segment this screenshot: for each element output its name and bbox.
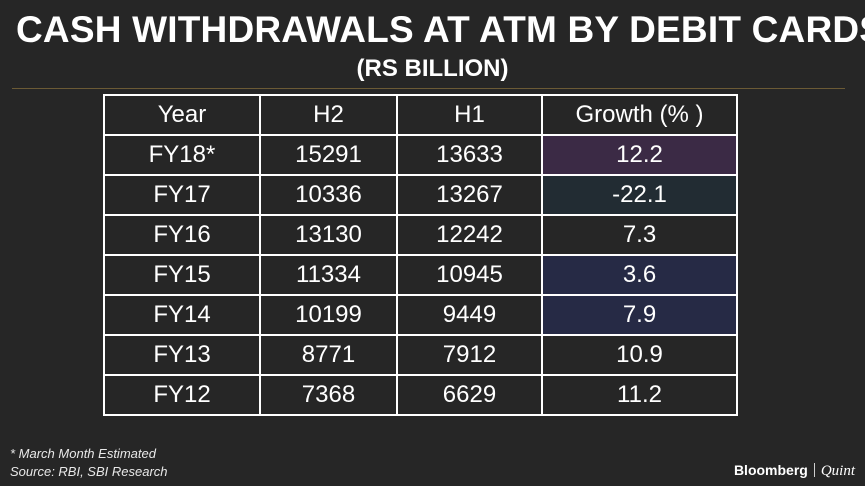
cell-growth: 11.2 — [541, 374, 738, 416]
table-header-row: Year H2 H1 Growth (% ) — [103, 94, 738, 136]
cell-h2: 10336 — [259, 174, 398, 216]
table-row: FY17 10336 13267 -22.1 — [103, 174, 738, 216]
cell-h2: 11334 — [259, 254, 398, 296]
cell-year: FY17 — [103, 174, 261, 216]
column-header-growth: Growth (% ) — [541, 94, 738, 136]
brand-logo: Bloomberg Quint — [734, 462, 855, 480]
cell-h1: 13633 — [396, 134, 543, 176]
cell-year: FY16 — [103, 214, 261, 256]
cell-growth: 3.6 — [541, 254, 738, 296]
table-row: FY16 13130 12242 7.3 — [103, 214, 738, 256]
cell-growth: 12.2 — [541, 134, 738, 176]
table-row: FY12 7368 6629 11.2 — [103, 374, 738, 416]
column-header-year: Year — [103, 94, 261, 136]
footnote-source: Source: RBI, SBI Research — [10, 464, 168, 479]
cell-growth: 10.9 — [541, 334, 738, 376]
cell-h2: 15291 — [259, 134, 398, 176]
title-divider — [12, 88, 845, 89]
cell-year: FY14 — [103, 294, 261, 336]
brand-separator — [813, 463, 815, 477]
cell-h1: 10945 — [396, 254, 543, 296]
footnote-estimate: * March Month Estimated — [10, 446, 156, 461]
column-header-h1: H1 — [396, 94, 543, 136]
cell-h2: 10199 — [259, 294, 398, 336]
brand-bloomberg: Bloomberg — [733, 462, 808, 478]
table-row: FY13 8771 7912 10.9 — [103, 334, 738, 376]
cell-h2: 8771 — [259, 334, 398, 376]
table-row: FY14 10199 9449 7.9 — [103, 294, 738, 336]
column-header-h2: H2 — [259, 94, 398, 136]
cell-h1: 6629 — [396, 374, 543, 416]
cell-growth: -22.1 — [541, 174, 738, 216]
cell-year: FY13 — [103, 334, 261, 376]
cell-h1: 13267 — [396, 174, 543, 216]
cell-h1: 7912 — [396, 334, 543, 376]
data-table: Year H2 H1 Growth (% ) FY18* 15291 13633 12.2 FY… — [103, 94, 738, 416]
brand-quint: Quint — [820, 463, 855, 479]
cell-year: FY18* — [103, 134, 261, 176]
table-row: FY15 11334 10945 3.6 — [103, 254, 738, 296]
cell-year: FY12 — [103, 374, 261, 416]
cell-h2: 7368 — [259, 374, 398, 416]
table-row: FY18* 15291 13633 12.2 — [103, 134, 738, 176]
chart-subtitle: (RS BILLION) — [356, 55, 509, 82]
cell-year: FY15 — [103, 254, 261, 296]
cell-h2: 13130 — [259, 214, 398, 256]
cell-h1: 9449 — [396, 294, 543, 336]
cell-h1: 12242 — [396, 214, 543, 256]
cell-growth: 7.9 — [541, 294, 738, 336]
cell-growth: 7.3 — [541, 214, 738, 256]
chart-title: CASH WITHDRAWALS AT ATM BY DEBIT CARDS — [16, 9, 865, 50]
